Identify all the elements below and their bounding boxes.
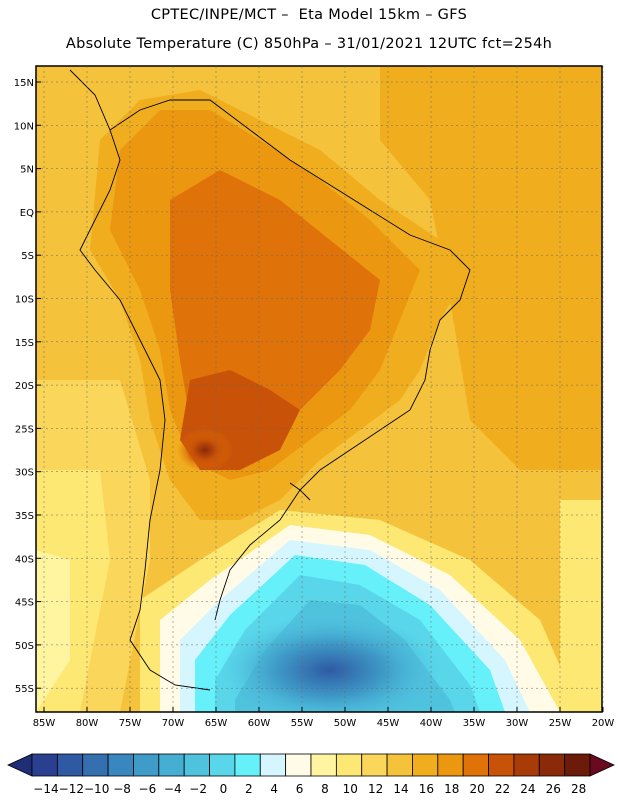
map-frame [35, 65, 603, 713]
lon-label: 80W [76, 718, 99, 729]
lat-label: 10N [14, 121, 34, 132]
colorbar-swatch [488, 753, 515, 777]
colorbar-swatch [310, 753, 337, 777]
latitude-labels: 15N 10N 5N EQ 5S 10S 15S 20S 25S 30S 35S 40S 45S 50S 5… [14, 78, 34, 695]
colorbar-swatch [234, 753, 261, 777]
atlantic-coastline [109, 99, 471, 621]
colorbar: −14 −12 −10 −8 −6 −4 −2 0 2 4 6 8 10 12 14 16 18 20 22 24 26… [7, 753, 615, 796]
lat-label: 35S [15, 511, 34, 522]
colorbar-label: 20 [469, 782, 484, 796]
graticule [36, 66, 604, 712]
colorbar-label: −14 [33, 782, 58, 796]
colorbar-label: −8 [113, 782, 131, 796]
lon-label: 35W [463, 718, 486, 729]
lon-label: 55W [291, 718, 314, 729]
lon-label: 50W [334, 718, 357, 729]
cold-core [220, 615, 440, 712]
colorbar-label: 8 [321, 782, 329, 796]
colorbar-swatch [335, 753, 363, 777]
colorbar-label: 2 [245, 782, 253, 796]
colorbar-swatch [209, 753, 236, 777]
field-18-20-atlantic [380, 66, 602, 470]
map-subtitle: Absolute Temperature (C) 850hPa – 31/01/… [65, 36, 553, 52]
colorbar-swatch [462, 753, 489, 777]
lat-label: 5N [20, 165, 34, 176]
lat-label: 20S [15, 381, 34, 392]
colorbar-swatch [361, 753, 388, 777]
longitude-labels: 85W 80W 75W 70W 65W 60W 55W 50W 45W 40W 35W 30W 25W 2… [33, 718, 615, 729]
lat-label: EQ [20, 208, 34, 219]
lat-label: 5S [21, 251, 34, 262]
lon-label: 85W [33, 718, 56, 729]
lon-label: 60W [248, 718, 271, 729]
colorbar-label: −4 [164, 782, 182, 796]
colorbar-over-arrow [589, 753, 615, 777]
colorbar-label: 16 [419, 782, 434, 796]
colorbar-label: 10 [343, 782, 358, 796]
temperature-field [36, 66, 602, 712]
hot-core [177, 428, 233, 472]
colorbar-label: −2 [189, 782, 207, 796]
colorbar-swatch [513, 753, 540, 777]
lon-label: 30W [506, 718, 529, 729]
colorbar-swatch [437, 753, 464, 777]
colorbar-swatch [82, 753, 109, 777]
river-plate [289, 482, 311, 501]
colorbar-label: 26 [546, 782, 561, 796]
lat-label: 45S [15, 598, 34, 609]
coastlines [69, 69, 471, 691]
colorbar-label: −10 [84, 782, 109, 796]
lon-label: 20W [592, 718, 615, 729]
colorbar-swatch [133, 753, 160, 777]
colorbar-swatch [412, 753, 439, 777]
colorbar-label: −6 [139, 782, 157, 796]
colorbar-label: 24 [520, 782, 535, 796]
colorbar-label: 6 [296, 782, 304, 796]
colorbar-swatch [538, 753, 566, 777]
colorbar-label: 14 [393, 782, 408, 796]
lat-label: 50S [15, 641, 34, 652]
colorbar-label: −12 [59, 782, 84, 796]
colorbar-swatch [386, 753, 413, 777]
field-10-12-pacific [36, 550, 70, 712]
colorbar-swatch [183, 753, 210, 777]
colorbar-swatch [564, 753, 591, 777]
lat-label: 25S [15, 424, 34, 435]
colorbar-swatch [259, 753, 287, 777]
pacific-coastline [69, 69, 211, 691]
lon-label: 45W [377, 718, 400, 729]
lon-label: 75W [119, 718, 142, 729]
colorbar-swatch [56, 753, 84, 777]
lat-label: 15N [14, 78, 34, 89]
colorbar-label: 4 [270, 782, 278, 796]
colorbar-label: 12 [368, 782, 383, 796]
lon-label: 25W [549, 718, 572, 729]
lat-label: 30S [15, 468, 34, 479]
colorbar-swatch [285, 753, 312, 777]
colorbar-label: 22 [495, 782, 510, 796]
lon-label: 65W [205, 718, 228, 729]
lat-label: 15S [15, 338, 34, 349]
colorbar-swatch [158, 753, 185, 777]
map-title: CPTEC/INPE/MCT – Eta Model 15km – GFS [150, 7, 468, 23]
colorbar-label: 0 [220, 782, 228, 796]
lon-label: 70W [162, 718, 185, 729]
colorbar-swatch [107, 753, 134, 777]
lat-label: 55S [15, 684, 34, 695]
colorbar-swatch [31, 753, 58, 777]
lat-label: 40S [15, 554, 34, 565]
lon-label: 40W [420, 718, 443, 729]
field-12-14-east [560, 500, 602, 712]
colorbar-under-arrow [7, 753, 33, 777]
colorbar-label: 18 [444, 782, 459, 796]
lat-label: 10S [15, 295, 34, 306]
colorbar-label: 28 [571, 782, 586, 796]
